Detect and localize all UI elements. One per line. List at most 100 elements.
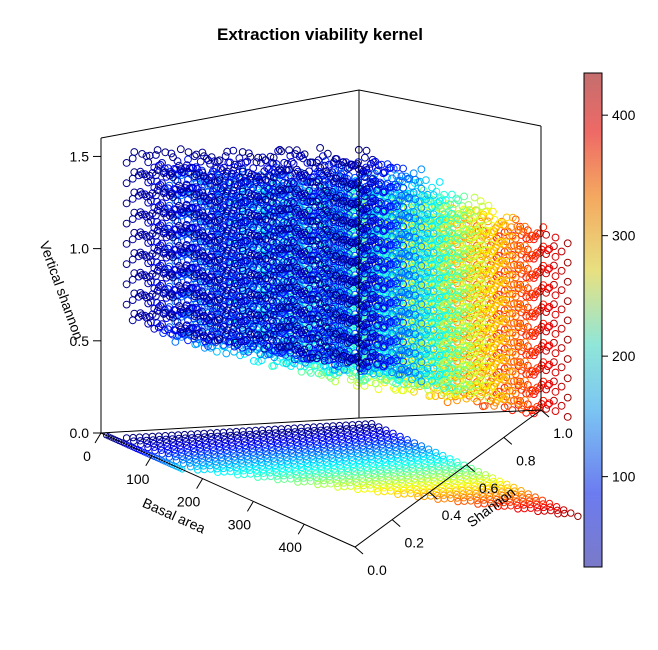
point-1130 [152,171,160,180]
point-2271 [226,238,234,246]
chart-title: Extraction viability kernel [217,25,423,44]
point-1138 [158,199,166,208]
point-2241 [207,252,216,261]
point-1122 [145,151,154,160]
point-1365 [167,270,176,278]
point-1720 [250,357,258,365]
point-1135 [158,259,166,268]
point-2073 [200,291,208,300]
point-1953 [210,177,219,186]
point-1141 [164,325,173,334]
point-1120 [145,192,154,200]
point-1485 [169,173,177,182]
point-1377 [173,217,182,226]
point-1480 [169,273,177,282]
point-1009 [138,291,147,300]
point-2238 [207,312,216,321]
point-1932 [198,188,207,197]
point-2077 [200,212,208,220]
point-827 [122,179,131,188]
point-765 [403,436,411,444]
point-2072 [200,311,208,320]
point-1114 [145,312,154,321]
point-2272 [226,218,234,227]
point-925 [136,248,145,257]
point-846 [141,311,149,320]
point-2268 [226,297,234,306]
point-2294 [238,164,247,173]
point-1236 [153,186,162,195]
point-1233 [153,246,162,255]
point-763 [389,429,397,437]
point-1769 [190,292,199,301]
point-1361 [161,168,170,177]
point-1977 [228,250,237,259]
point-1928 [198,268,207,277]
point-2273 [226,198,234,207]
point-1380 [173,157,182,166]
point-2596 [331,377,340,386]
point-1771 [190,252,199,261]
point-916 [130,249,139,257]
point-2242 [207,232,216,241]
point-789 [574,512,582,520]
point-1366 [167,250,176,258]
point-2256 [213,157,222,166]
point-1483 [169,213,177,222]
point-2274 [226,178,234,187]
point-2248 [213,316,222,325]
point-1931 [198,208,207,217]
point-1482 [169,233,177,242]
point-913 [130,309,139,318]
point-2192 [279,358,288,367]
point-918 [130,208,139,217]
point-785 [545,499,554,508]
point-2076 [200,232,208,240]
point-2314 [256,350,265,359]
point-2266 [226,337,234,346]
point-764 [396,432,404,441]
point-1234 [153,226,162,235]
point-1125 [152,272,160,280]
point-825 [122,219,131,228]
point-2078 [200,192,208,201]
point-822 [122,280,131,289]
point-1282 [184,155,192,164]
point-1128 [152,211,160,220]
point-1127 [152,231,160,240]
point-1757 [184,328,193,336]
point-1991 [241,339,249,348]
point-1367 [167,229,176,238]
point-929 [136,167,145,176]
point-2085 [206,239,215,248]
point-1772 [190,232,199,241]
point-1775 [190,172,199,181]
point-779 [503,480,511,488]
point-1630 [189,324,197,332]
point-821 [122,300,131,309]
point-837 [128,154,137,163]
point-1134 [158,279,166,288]
point-1131 [152,151,160,159]
point-1484 [169,193,177,202]
point-0 [122,434,131,442]
point-778 [496,477,504,485]
point-1962 [216,184,225,193]
point-1634 [189,244,197,252]
point-760 [368,420,376,428]
point-1636 [189,204,197,212]
point-1010 [138,271,147,279]
point-853 [141,170,149,179]
point-776 [481,471,490,479]
point-1761 [184,248,193,256]
point-2558 [307,369,315,377]
point-1638 [189,164,197,172]
point-1368 [167,209,176,218]
point-1132 [158,320,166,329]
point-1783 [196,197,205,206]
point-788 [567,509,575,517]
point-1612 [176,305,185,314]
point-2244 [207,192,216,201]
point-2237 [207,332,216,341]
